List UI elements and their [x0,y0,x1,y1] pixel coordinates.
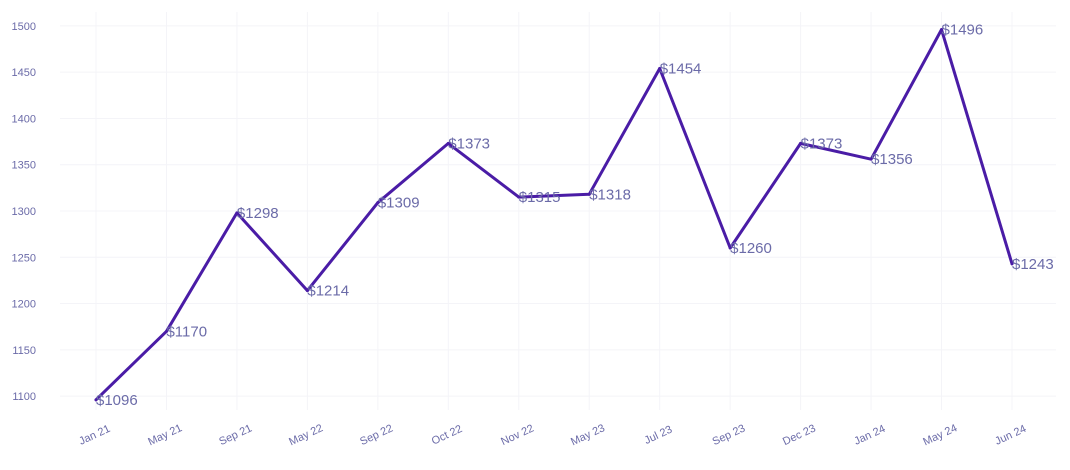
series-line [94,28,1014,402]
x-tick-label: Sep 22 [358,422,395,448]
grid [60,12,1056,410]
data-label: $1309 [378,195,420,212]
x-axis: Jan 21 May 21 Sep 21 May 22 Sep 22 Oct 22 Nov … [77,422,1028,448]
x-tick-label: May 21 [146,422,184,448]
data-label: $1214 [307,283,349,300]
data-point [446,141,450,145]
data-label: $1454 [660,60,702,77]
x-tick-label: Jan 21 [77,423,112,448]
data-labels: $1096 $1170 $1298 $1214 $1309 $1373 $1315 $1318… [96,22,1054,409]
data-label: $1373 [448,135,490,152]
x-tick-label: Jul 23 [643,424,675,447]
data-point [94,398,98,402]
y-tick-label: 1500 [12,21,36,33]
data-label: $1496 [942,22,984,39]
x-tick-label: Sep 23 [711,422,748,448]
y-tick-label: 1450 [12,67,36,79]
y-tick-label: 1350 [12,160,36,172]
data-label: $1315 [519,189,561,206]
data-point [1010,262,1014,266]
y-tick-label: 1150 [12,345,36,357]
y-tick-label: 1250 [12,252,36,264]
x-tick-label: May 24 [921,422,959,448]
x-tick-label: Dec 23 [781,422,818,448]
data-point [376,201,380,205]
data-label: $1373 [801,135,843,152]
data-point [728,246,732,250]
x-tick-label: Oct 22 [430,423,464,448]
data-label: $1260 [730,240,772,257]
series-layer [94,28,1014,402]
data-point [940,28,944,32]
data-point [587,192,591,196]
data-point [658,66,662,70]
x-tick-label: Sep 21 [217,422,254,448]
data-point [235,211,239,215]
data-point [869,157,873,161]
data-label: $1298 [237,205,279,222]
x-tick-label: Nov 22 [499,422,536,448]
x-tick-label: May 23 [569,422,607,448]
data-label: $1356 [871,151,913,168]
data-point [164,329,168,333]
y-tick-label: 1300 [12,206,36,218]
x-tick-label: Jun 24 [993,423,1028,448]
data-label: $1318 [589,186,631,203]
data-label: $1096 [96,392,138,409]
y-tick-label: 1100 [12,391,36,403]
y-tick-label: 1200 [12,299,36,311]
data-label: $1170 [166,323,207,340]
data-point [799,141,803,145]
data-point [517,195,521,199]
y-tick-label: 1400 [12,113,36,125]
x-tick-label: May 22 [287,422,325,448]
data-label: $1243 [1012,256,1054,273]
y-axis: 1100 1150 1200 1250 1300 1350 1400 1450 1500 [12,21,36,403]
x-tick-label: Jan 24 [852,423,887,448]
data-point [305,289,309,293]
